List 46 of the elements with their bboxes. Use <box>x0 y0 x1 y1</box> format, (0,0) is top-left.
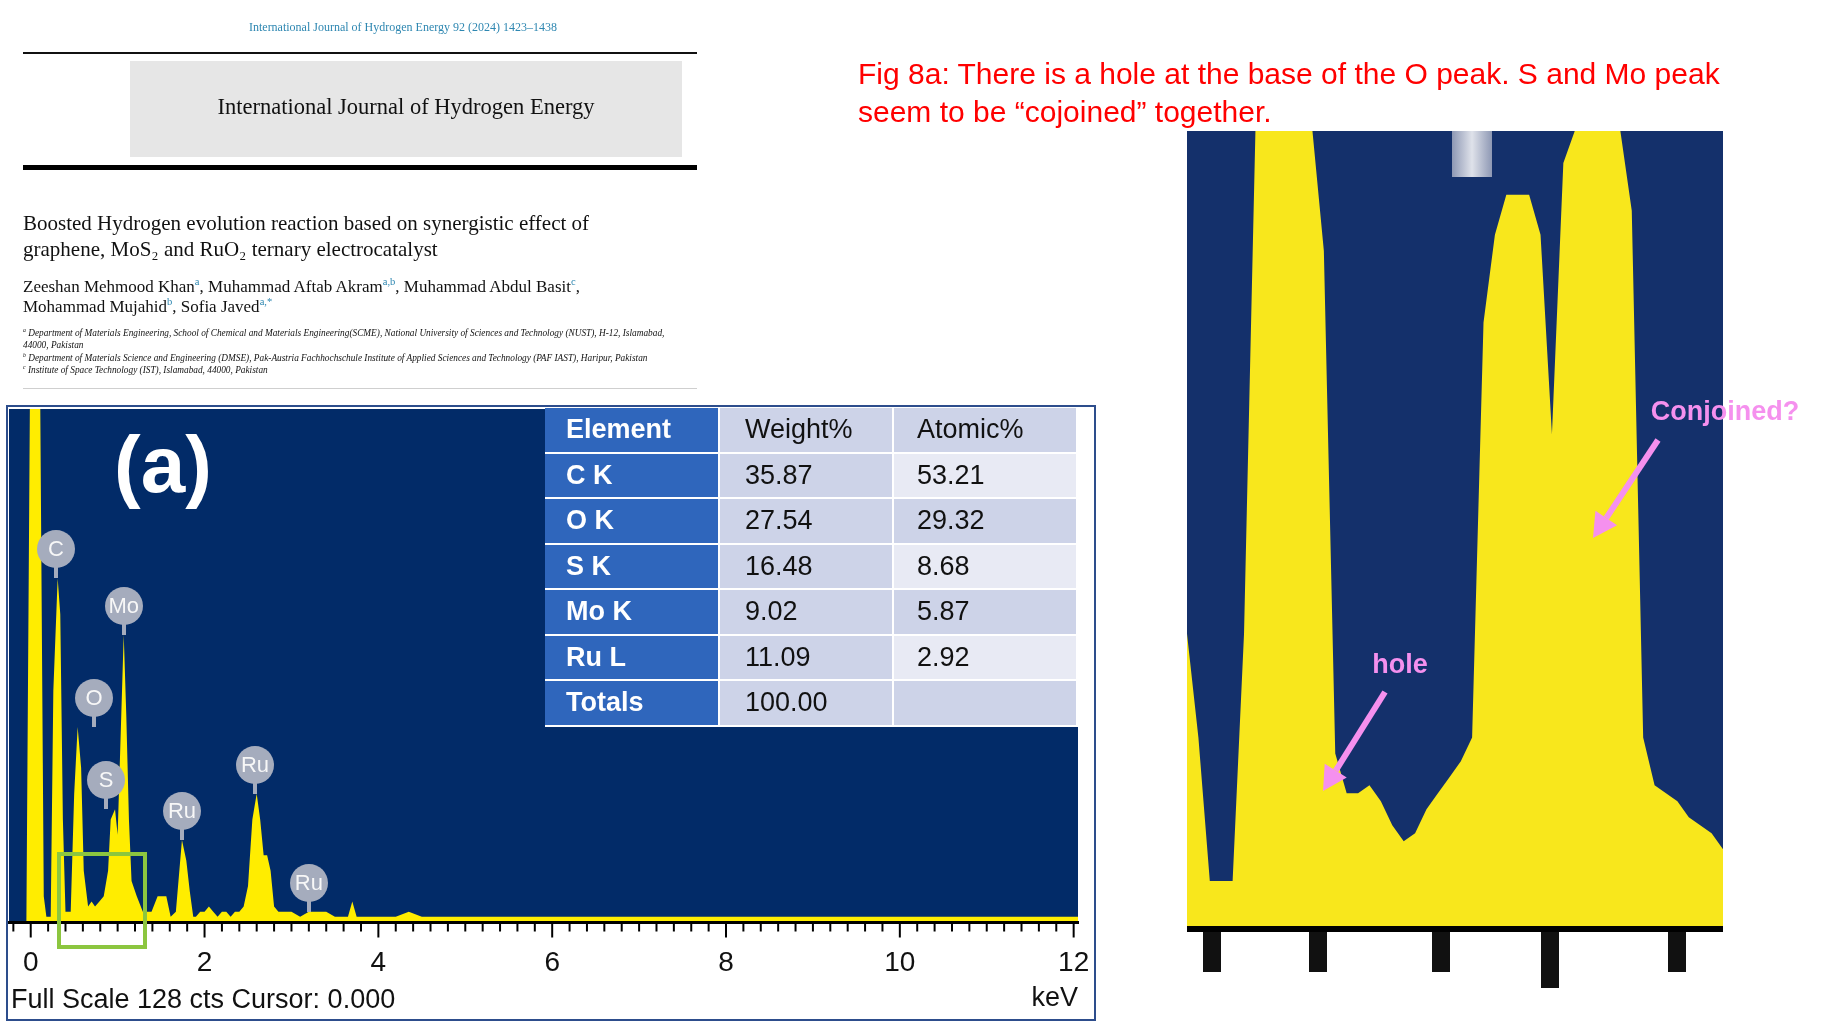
series-label: Weight% <box>745 414 853 444</box>
data-label: 11.09 <box>745 641 811 672</box>
category-label: O K <box>566 505 615 535</box>
x-tick-label: 6 <box>544 945 560 977</box>
annotation: Mo <box>108 592 139 618</box>
annotation: O <box>85 685 103 710</box>
data-label: 9.02 <box>745 596 798 626</box>
annotation: 100.00 <box>745 687 828 717</box>
x-tick-label: 4 <box>370 945 387 977</box>
text: Full Scale 128 cts Cursor: 0.000 <box>11 984 396 1014</box>
annotation: S <box>98 767 114 792</box>
annotation: Totals <box>566 687 644 717</box>
annotation: Ru <box>167 797 196 823</box>
data-label: 16.48 <box>745 550 813 581</box>
category-label: S K <box>566 550 612 581</box>
data-label: 8.68 <box>917 550 970 581</box>
text: $^{c}$ Institute of Space Technology (IST), Islamabad, 44000, Pakistan <box>23 363 268 375</box>
x-tick-label: 8 <box>718 945 734 977</box>
annotation: Ru <box>294 869 323 895</box>
series-label: Atomic% <box>917 414 1024 444</box>
text: $^{a}$ Department of Materials Engineering, School of Chemical and Materials Engineering(SCME), National University of Sciences and Technology (NUST), H-12, Islamabad, 44000, Pakistan <box>23 326 665 351</box>
annotation: (a) <box>114 420 212 509</box>
data-label: 35.87 <box>745 459 813 490</box>
text: International Journal of Hydrogen Energy 92 (2024) 1423–1438 <box>248 20 558 34</box>
text: Boosted Hydrogen evolution reaction based on synergistic effect of graphene, MoS₂ and RuO₂ ternary electrocatalyst <box>23 211 590 261</box>
category-label: C K <box>566 459 613 490</box>
annotation: Ru <box>240 751 270 777</box>
data-label: 2.92 <box>917 641 970 672</box>
x-tick-label: 2 <box>196 945 213 977</box>
category-label: Ru L <box>566 641 626 672</box>
chart-title: Fig 8a: There is a hole at the base of the O peak. S and Mo peak seem to be “cojoined” together. <box>858 57 1720 128</box>
x-axis-title: keV <box>1031 982 1078 1013</box>
annotation: C <box>47 536 64 562</box>
text: Element <box>566 414 672 444</box>
category-label: Mo K <box>566 596 632 626</box>
data-label: 29.32 <box>917 505 985 535</box>
data-label: 27.54 <box>745 505 813 535</box>
data-label: 5.87 <box>917 596 970 626</box>
text: Zeeshan Mehmood Khan$^{a}$, Muhammad Aftab Akram$^{a,b}$, Muhammad Abdul Basit$^{c}$, Mohammad Mujahid$^{b}$, Sofia Javed$^{a,*}$ <box>23 276 580 316</box>
text: International Journal of Hydrogen Energy <box>217 94 595 119</box>
annotation: hole <box>1372 649 1428 679</box>
text: $^{b}$ Department of Materials Science and Engineering (DMSE), Pak-Austria Fachhochschule Institute of Applied Sciences and Technology (PAF IAST), Haripur, Pakistan <box>23 351 648 363</box>
x-tick-label: 12 <box>1058 945 1090 977</box>
x-tick-label: 0 <box>22 945 39 977</box>
x-tick-label: 10 <box>884 945 916 977</box>
data-label: 53.21 <box>917 459 985 490</box>
